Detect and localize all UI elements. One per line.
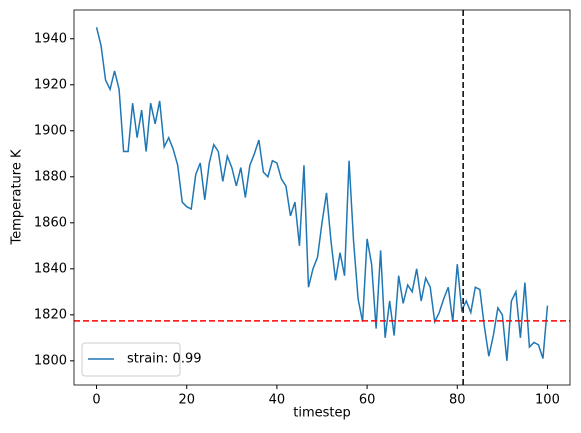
y-tick-label: 1860	[34, 215, 67, 230]
legend-label: strain: 0.99	[127, 352, 202, 367]
y-tick-label: 1820	[34, 307, 67, 322]
x-tick-label: 0	[92, 393, 100, 408]
y-tick-label: 1940	[34, 31, 67, 46]
plot-frame	[73, 9, 571, 386]
x-tick-label: 100	[535, 393, 560, 408]
x-tick-label: 20	[178, 393, 195, 408]
y-tick-label: 1920	[34, 77, 67, 92]
legend-box	[81, 342, 181, 377]
y-tick-label: 1900	[34, 123, 67, 138]
y-tick-label: 1800	[34, 353, 67, 368]
data-line	[95, 27, 549, 361]
y-tick-label: 1880	[34, 169, 67, 184]
y-tick-label: 1840	[34, 261, 67, 276]
y-axis-label: Temperature K	[10, 149, 25, 245]
x-axis-label: timestep	[293, 406, 351, 421]
x-tick-label: 80	[449, 393, 466, 408]
x-tick-label: 40	[269, 393, 286, 408]
x-tick-label: 60	[359, 393, 376, 408]
